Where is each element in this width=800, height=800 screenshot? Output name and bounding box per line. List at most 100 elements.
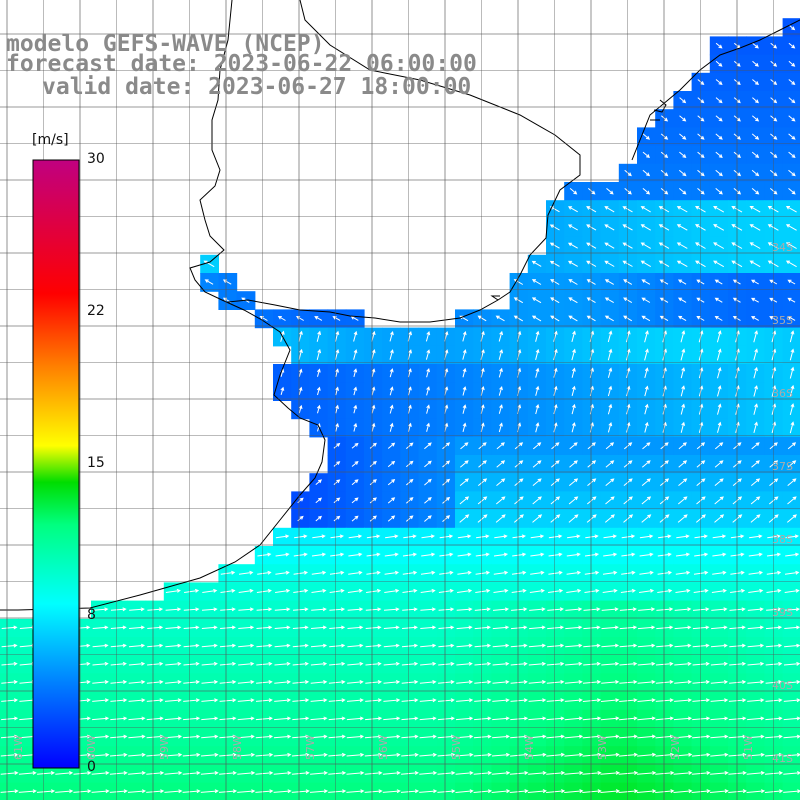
wind-arrow <box>220 607 236 612</box>
wind-arrow <box>568 297 578 304</box>
wind-arrow <box>311 570 327 575</box>
wind-arrow <box>514 442 524 450</box>
longitude-label: 56W <box>377 735 390 760</box>
wind-arrow <box>401 661 419 666</box>
wind-arrow <box>310 698 328 703</box>
wind-arrow <box>528 661 547 666</box>
wind-arrow <box>639 570 654 575</box>
wind-arrow <box>347 661 364 666</box>
wind-arrow <box>546 698 565 703</box>
wind-arrow <box>351 442 359 449</box>
wind-arrow <box>711 588 727 593</box>
wind-arrow <box>348 570 363 575</box>
wind-arrow <box>456 661 473 666</box>
wind-arrow <box>474 661 492 666</box>
wind-arrow <box>0 789 19 794</box>
wind-arrow <box>165 661 182 666</box>
wind-arrow <box>273 789 292 794</box>
wind-arrow <box>401 752 419 757</box>
wind-arrow <box>587 478 597 486</box>
wind-arrow <box>514 496 524 505</box>
wind-arrow <box>753 330 758 343</box>
wind-arrow <box>750 297 759 303</box>
wind-arrow <box>675 570 691 575</box>
wind-arrow <box>510 734 529 739</box>
wind-arrow <box>219 734 237 739</box>
wind-arrow <box>530 570 545 575</box>
wind-arrow <box>219 716 237 721</box>
wind-arrow <box>511 607 528 612</box>
wind-arrow <box>623 496 633 505</box>
wind-arrow <box>387 460 396 468</box>
wind-arrow <box>787 316 796 321</box>
latitude-label: 41S <box>772 752 793 765</box>
wind-arrow <box>746 734 765 739</box>
wind-arrow <box>787 279 796 285</box>
wind-arrow <box>677 279 687 285</box>
wind-arrow <box>640 242 651 249</box>
colorbar-label-15: 15 <box>87 455 105 471</box>
wind-arrow <box>401 680 419 685</box>
wind-arrow <box>710 716 729 721</box>
wind-arrow <box>546 734 565 739</box>
wind-arrow <box>200 789 219 794</box>
wind-arrow <box>1 716 19 721</box>
wind-arrow <box>789 366 795 379</box>
wind-arrow <box>457 534 472 539</box>
wind-arrow <box>673 716 693 721</box>
wind-arrow <box>569 442 578 450</box>
latitude-label: 37S <box>772 460 793 473</box>
wind-arrow <box>91 734 110 739</box>
wind-arrow <box>1 698 19 703</box>
wind-arrow <box>238 661 255 666</box>
wind-arrow <box>292 607 309 612</box>
wind-arrow <box>587 442 596 450</box>
wind-arrow <box>513 297 524 304</box>
wind-arrow <box>426 422 430 432</box>
wind-arrow <box>92 716 110 721</box>
wind-arrow <box>442 496 451 504</box>
wind-arrow <box>457 588 473 593</box>
wind-arrow <box>787 496 797 505</box>
wind-arrow <box>389 404 394 414</box>
wind-arrow <box>420 570 436 575</box>
wind-arrow <box>717 403 722 415</box>
latitude-label: 34S <box>772 241 793 254</box>
wind-arrow <box>566 570 582 575</box>
wind-arrow <box>674 698 692 703</box>
wind-arrow <box>165 588 181 593</box>
wind-arrow <box>255 789 274 794</box>
wind-arrow <box>420 643 437 648</box>
wind-arrow <box>1 680 18 685</box>
wind-arrow <box>474 716 492 721</box>
wind-arrow <box>292 734 310 739</box>
wind-arrow <box>751 188 760 195</box>
latitude-labels: 34S 35S 36S 37S 38S 39S 40S 41S <box>772 241 793 765</box>
wind-arrow <box>462 330 467 342</box>
wind-arrow <box>310 771 328 775</box>
wind-arrow <box>789 421 795 434</box>
model-title: modelo GEFS-WAVE (NCEP) <box>6 31 325 57</box>
wind-arrow <box>784 643 800 648</box>
wind-arrow <box>164 716 182 721</box>
wind-arrow <box>405 497 414 504</box>
wind-arrow <box>419 752 438 757</box>
wind-arrow <box>639 588 655 593</box>
wind-arrow <box>293 552 308 557</box>
wind-arrow <box>474 680 492 685</box>
wind-arrow <box>619 607 637 612</box>
wind-arrow <box>710 771 729 775</box>
wind-arrow <box>571 385 576 397</box>
wind-arrow <box>220 625 236 630</box>
wind-arrow <box>183 643 200 648</box>
wind-arrow <box>715 60 723 67</box>
wind-arrow <box>788 79 796 85</box>
wind-arrow <box>785 534 799 539</box>
wind-arrow <box>678 442 687 450</box>
wind-arrow <box>494 534 508 539</box>
wind-arrow <box>334 349 340 360</box>
wind-arrow <box>623 297 633 304</box>
wind-arrow <box>310 643 328 648</box>
wind-arrow <box>674 643 692 648</box>
